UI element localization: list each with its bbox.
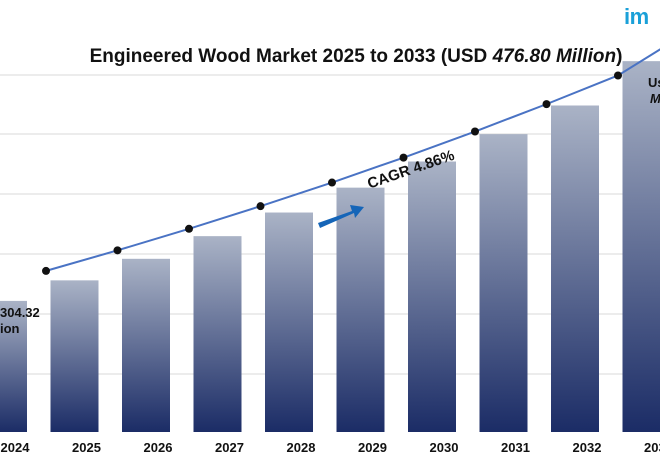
- bar-2026: [122, 258, 170, 432]
- cagr-arrow: [318, 205, 364, 228]
- marker-2024: [42, 266, 50, 275]
- trend-polyline: [45, 48, 660, 272]
- bars: [0, 61, 660, 433]
- chart-title-main: Engineered Wood Market 2025 to 2033 (USD: [89, 46, 493, 67]
- x-tick-2033: 2033: [644, 440, 660, 455]
- x-tick-2032: 2032: [573, 440, 602, 455]
- trend-line: [42, 48, 660, 275]
- x-tick-2025: 2025: [72, 440, 101, 455]
- bar-2029: [336, 187, 385, 432]
- x-tick-2024: 2024: [1, 440, 31, 455]
- start-value-unit: ion: [0, 321, 20, 336]
- start-value-label: 304.32: [0, 305, 40, 320]
- x-tick-2028: 2028: [287, 440, 316, 455]
- chart-title: Engineered Wood Market 2025 to 2033 (USD…: [0, 46, 660, 68]
- marker-2031: [542, 100, 551, 109]
- end-value-label: Us: [648, 75, 660, 90]
- cagr-arrow-icon: [318, 205, 364, 228]
- bar-2033: [622, 61, 660, 432]
- marker-2027: [256, 202, 265, 211]
- x-tick-2026: 2026: [144, 440, 173, 455]
- bar-2027: [193, 236, 242, 432]
- marker-2026: [185, 224, 193, 233]
- end-value-unit: M: [650, 91, 660, 106]
- bar-2024: [0, 300, 27, 432]
- brand-logo: im: [624, 4, 649, 29]
- chart-title-value: 476.80 Million: [492, 46, 617, 67]
- chart-title-close: ): [616, 46, 623, 67]
- x-tick-2030: 2030: [430, 440, 459, 455]
- x-tick-2027: 2027: [215, 440, 244, 455]
- x-tick-2029: 2029: [358, 440, 387, 455]
- marker-2030: [471, 127, 479, 136]
- bar-2032: [551, 105, 599, 432]
- bar-2025: [50, 280, 99, 432]
- marker-2025: [113, 246, 122, 255]
- marker-2028: [328, 178, 336, 187]
- bar-2028: [265, 212, 313, 432]
- marker-2032: [614, 71, 622, 80]
- marker-2029: [399, 153, 408, 162]
- gridlines: [0, 74, 660, 375]
- bar-2031: [479, 134, 528, 433]
- bar-2030: [408, 161, 456, 433]
- x-tick-labels: 2024 2025 2026 2027 2028 2029 2030 2031 2032 2033: [1, 440, 660, 455]
- x-tick-2031: 2031: [501, 440, 530, 455]
